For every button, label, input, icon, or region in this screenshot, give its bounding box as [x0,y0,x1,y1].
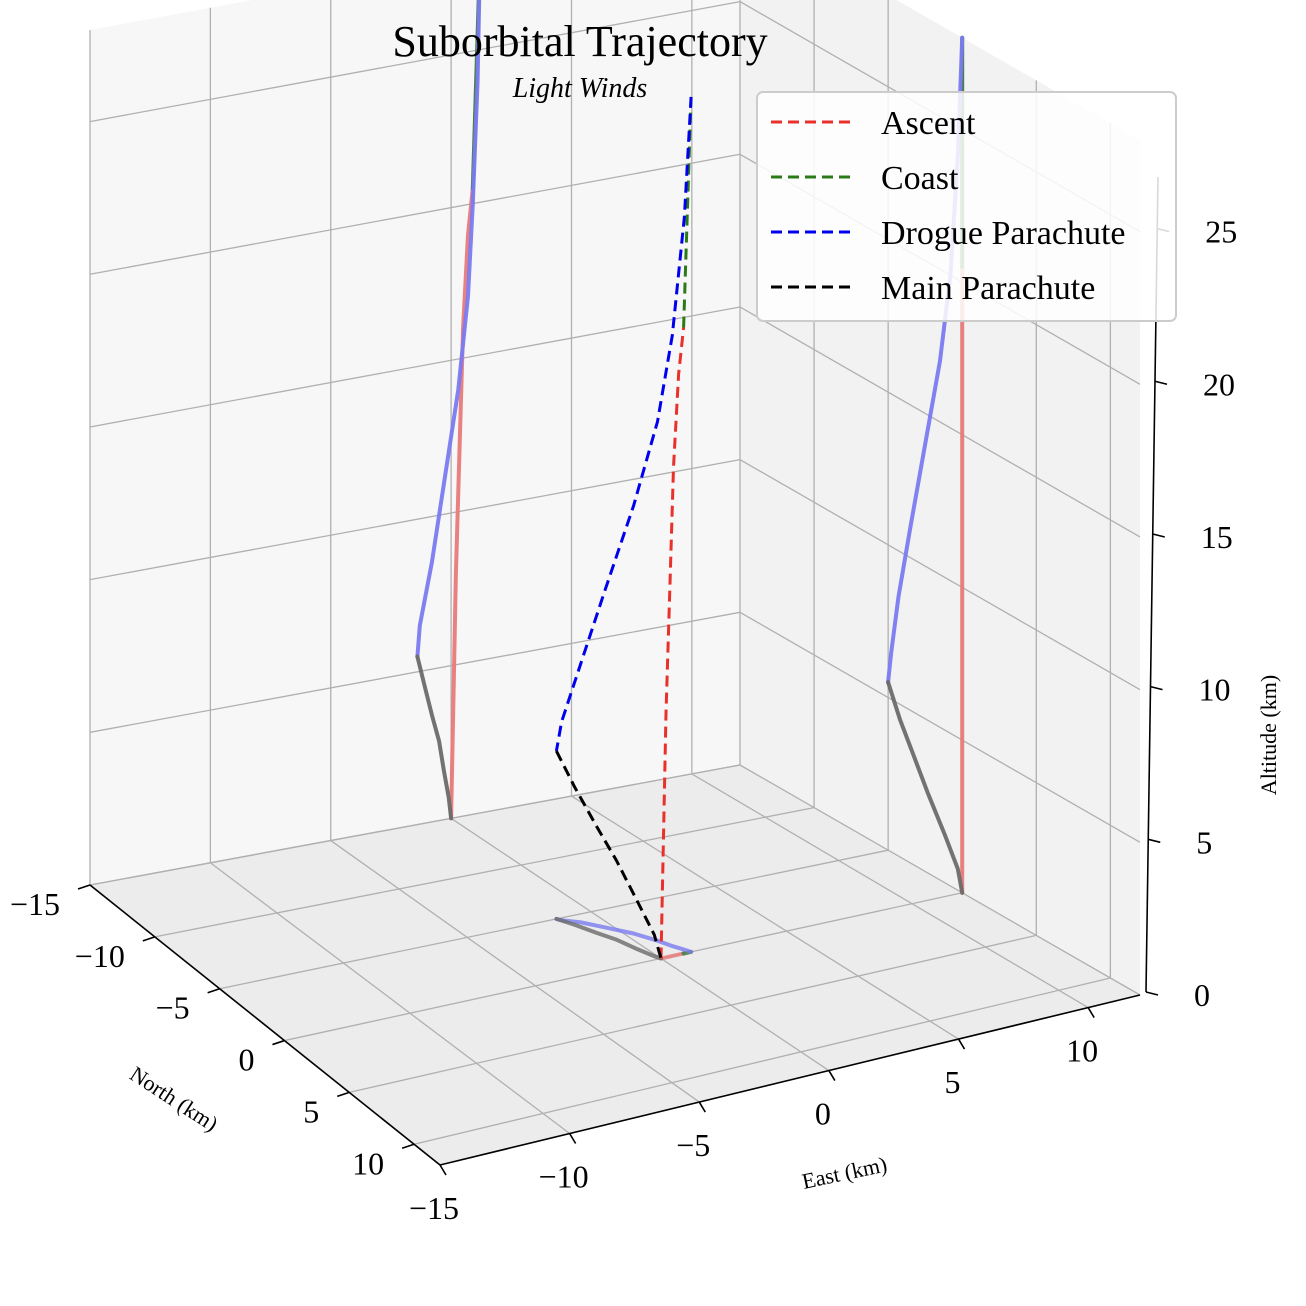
altitude-tick-label: 5 [1196,824,1212,860]
east-axis-line [439,994,1141,1166]
east-tick-label: −10 [539,1159,589,1195]
east-tick [568,1133,577,1144]
tick-labels: −15 −10 −5 0 5 10 −15 −10 −5 0 5 10 0 5 10 15 20 25 [10,214,1237,1226]
altitude-tick [1150,685,1163,691]
shadow-floor [554,916,663,961]
north-tick-label: 0 [238,1042,254,1078]
wall-grid-alt [739,611,1141,843]
floor-grid-east [691,773,1089,1009]
z-axis-label: Altitude (km) [1256,675,1281,795]
east-tick-label: −15 [409,1190,459,1226]
north-tick-label: 5 [303,1093,319,1129]
floor-grid-north [349,934,1037,1094]
floor-grid-north [154,806,815,938]
east-tick [957,1038,966,1050]
series-line [555,750,663,959]
chart-title: Suborbital Trajectory [392,17,767,66]
wall-grid-alt [739,459,1141,691]
wall-grid-alt [89,153,741,275]
back-pane-north [90,0,740,885]
north-tick-label: 10 [352,1145,384,1181]
wall-grid-alt [739,306,1141,538]
shadow-north-wall [449,186,475,821]
altitude-tick-label: 25 [1205,214,1237,250]
east-tick-label: 10 [1066,1033,1098,1069]
floor-grid-east [330,840,700,1103]
north-tick [272,1039,285,1046]
legend: Ascent Coast Drogue Parachute Main Parachut… [756,91,1177,322]
floor-grid-east [209,862,571,1135]
north-tick [401,1143,415,1150]
wall-grid-alt [739,764,1141,996]
floor-grid-east [450,817,830,1072]
north-tick-label: −5 [156,990,190,1026]
legend-label: Main Parachute [881,270,1095,307]
chart-subtitle: Light Winds [512,73,648,104]
altitude-tick-label: 15 [1201,519,1233,555]
floor-grid-north [284,892,963,1042]
legend-frame [756,91,1177,322]
altitude-tick-label: 0 [1194,977,1210,1013]
east-tick-label: −5 [676,1127,710,1163]
axis-lines [77,176,1170,1176]
floor-grid-north [413,977,1111,1145]
north-tick-label: −10 [75,938,125,974]
east-tick [439,1164,447,1176]
north-axis-line [89,884,441,1166]
altitude-tick [1152,533,1165,538]
legend-label: Coast [881,160,959,197]
shadow-floor [659,951,686,961]
altitude-tick [1154,380,1168,386]
wall-grid-alt [89,306,741,428]
east-tick-label: 5 [945,1064,961,1100]
wall-grid-alt [89,611,741,733]
wall-grid-alt [89,0,741,123]
east-tick [828,1070,836,1081]
north-tick [337,1091,350,1098]
wall-grid-alt [89,459,741,581]
east-tick [698,1101,706,1113]
east-tick [1087,1007,1095,1019]
altitude-tick [1148,838,1161,844]
north-tick-label: −15 [10,886,60,922]
north-tick [77,884,91,890]
altitude-tick-label: 10 [1198,672,1230,708]
legend-label: Ascent [881,105,976,142]
north-tick [142,936,156,942]
floor-grid-east [571,795,959,1040]
shadow-north-wall [415,654,454,821]
altitude-tick-label: 20 [1203,366,1235,402]
floor-pane [90,765,1140,1165]
wall-grid-alt [89,764,741,886]
trajectory-lines [554,96,693,959]
legend-label: Drogue Parachute [881,215,1126,252]
east-tick-label: 0 [815,1096,831,1132]
altitude-tick [1145,991,1159,996]
floor-grid-north [219,849,889,990]
shadow-east-wall [886,680,965,895]
y-axis-label: East (km) [800,1151,889,1193]
series-line [554,96,693,752]
series-line [659,327,686,959]
shadow-north-wall [415,0,482,659]
x-axis-label: North (km) [126,1061,223,1136]
north-tick [207,987,220,994]
